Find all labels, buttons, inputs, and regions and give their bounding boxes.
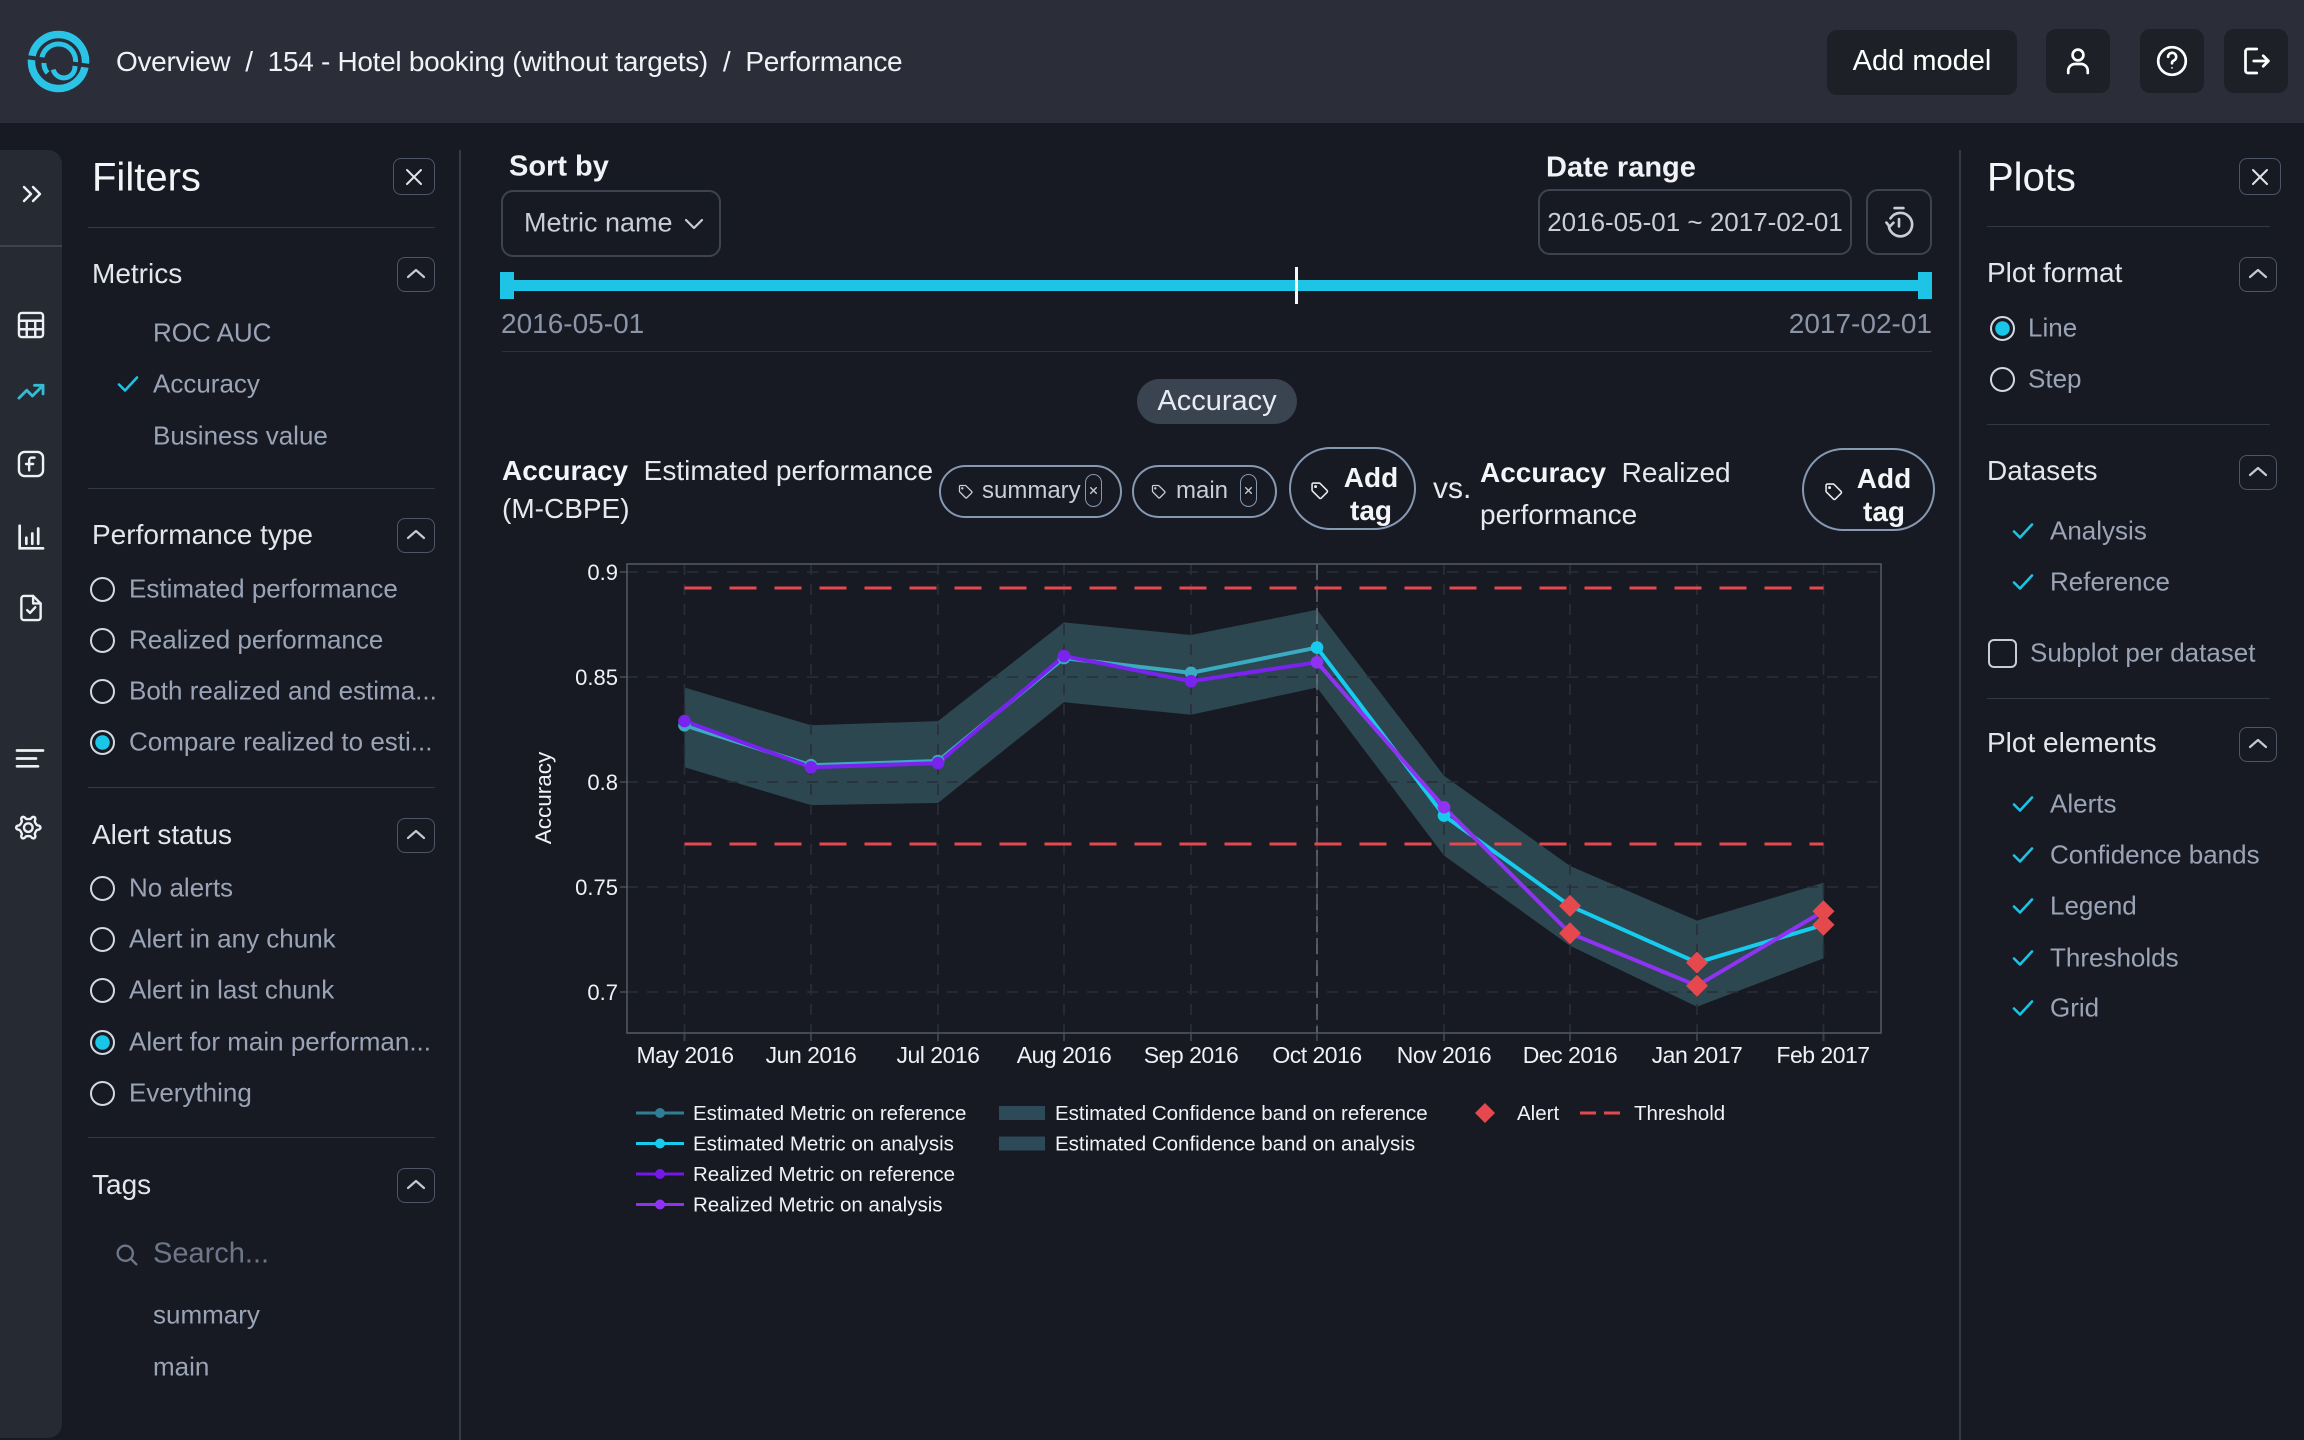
svg-text:Estimated Confidence band on a: Estimated Confidence band on analysis: [1055, 1133, 1415, 1156]
svg-text:Realized Metric on reference: Realized Metric on reference: [693, 1163, 955, 1186]
svg-text:0.85: 0.85: [575, 665, 618, 690]
svg-text:Threshold: Threshold: [1634, 1102, 1725, 1125]
svg-text:Estimated Metric on reference: Estimated Metric on reference: [693, 1102, 966, 1125]
svg-text:Realized Metric on analysis: Realized Metric on analysis: [693, 1194, 943, 1217]
svg-text:Accuracy: Accuracy: [531, 751, 556, 844]
svg-text:Estimated Confidence band on r: Estimated Confidence band on reference: [1055, 1102, 1428, 1125]
svg-text:Oct 2016: Oct 2016: [1272, 1042, 1361, 1068]
svg-text:0.75: 0.75: [575, 875, 618, 900]
svg-text:Alert: Alert: [1517, 1102, 1559, 1125]
svg-text:0.7: 0.7: [587, 980, 618, 1005]
svg-text:Estimated Metric on analysis: Estimated Metric on analysis: [693, 1133, 954, 1156]
svg-text:Dec 2016: Dec 2016: [1523, 1042, 1617, 1068]
svg-text:Feb 2017: Feb 2017: [1776, 1042, 1869, 1068]
svg-text:Jan 2017: Jan 2017: [1652, 1042, 1743, 1068]
svg-text:0.9: 0.9: [587, 560, 618, 585]
svg-text:Sep 2016: Sep 2016: [1144, 1042, 1238, 1068]
svg-text:Nov 2016: Nov 2016: [1397, 1042, 1491, 1068]
svg-text:Jul 2016: Jul 2016: [897, 1042, 980, 1068]
svg-text:Jun 2016: Jun 2016: [766, 1042, 857, 1068]
svg-text:Aug 2016: Aug 2016: [1017, 1042, 1111, 1068]
svg-text:May 2016: May 2016: [636, 1042, 733, 1068]
svg-text:0.8: 0.8: [587, 770, 618, 795]
